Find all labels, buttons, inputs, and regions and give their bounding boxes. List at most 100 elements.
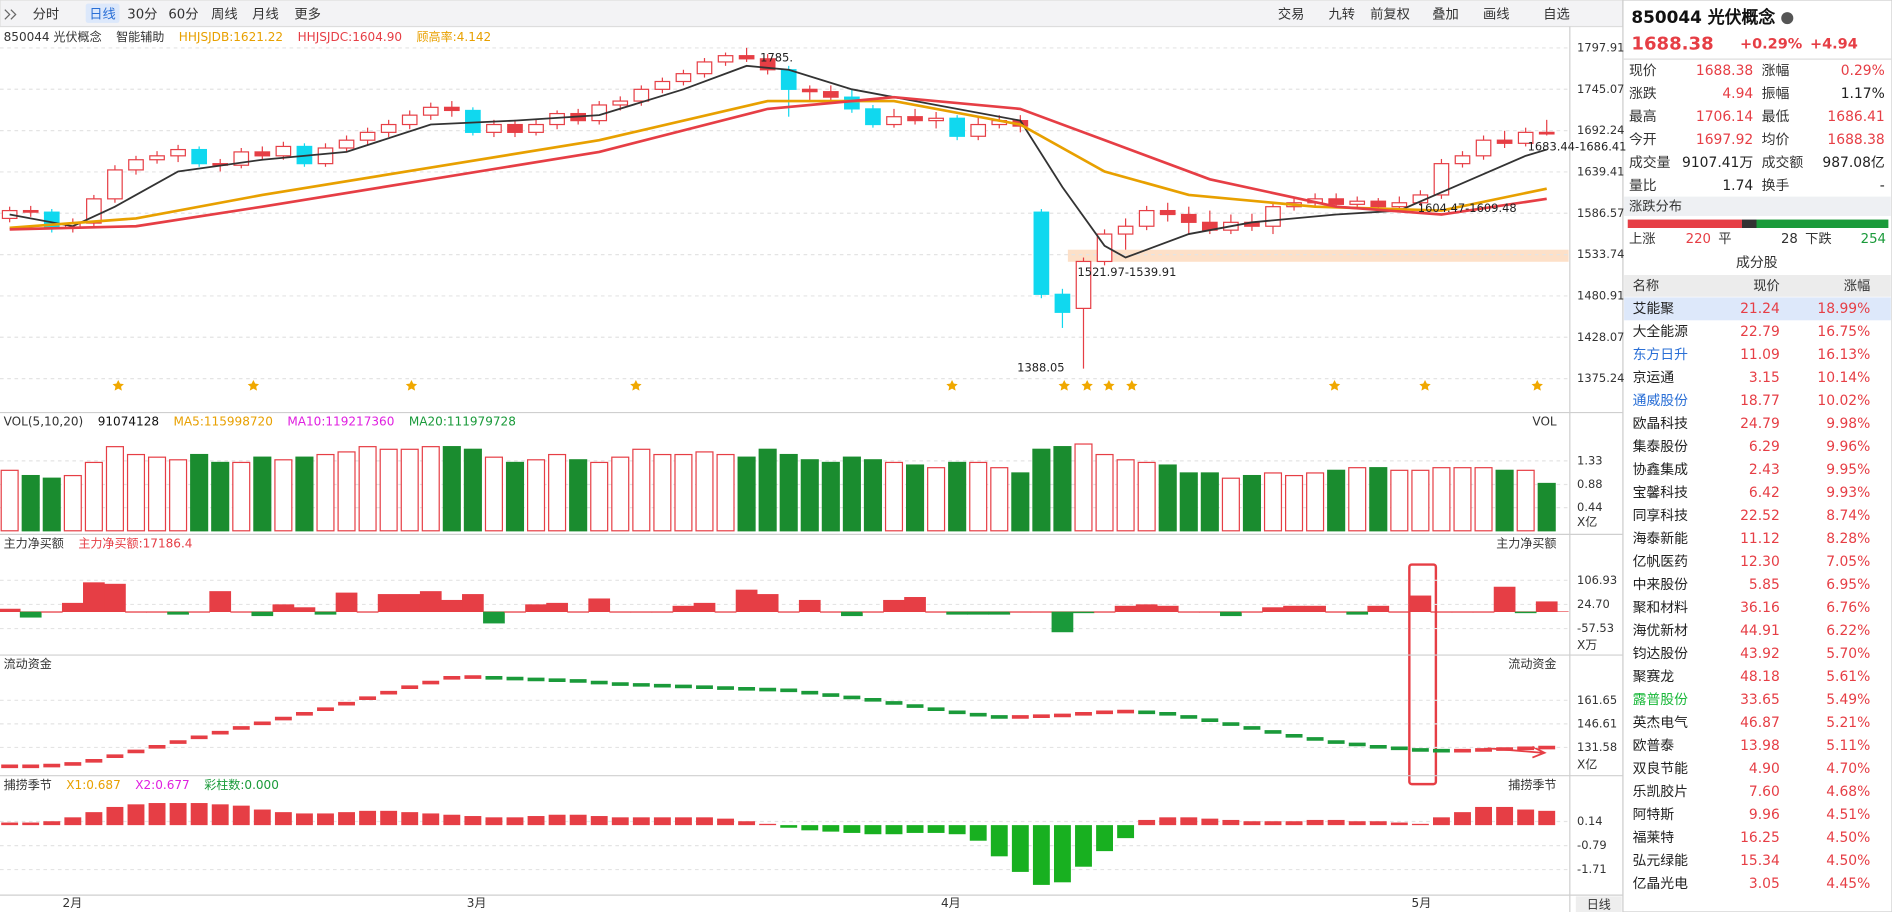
candle-body (780, 69, 797, 90)
stock-change: 4.50% (1826, 853, 1870, 869)
annotation: 1604.47-1609.48 (1418, 201, 1517, 215)
stock-name[interactable]: 亿晶光电 (1633, 876, 1689, 892)
y-tick-label: 24.70 (1577, 597, 1610, 611)
season-bar (1075, 825, 1092, 867)
quote-label: 涨幅 (1762, 63, 1790, 79)
stock-name[interactable]: 宝馨科技 (1633, 485, 1689, 501)
volume-bar (379, 448, 398, 532)
dist-value: 220 (1686, 232, 1711, 247)
quote-value: 987.08亿 (1822, 155, 1884, 171)
volume-bar (400, 448, 419, 532)
section-title: 涨跌分布 (1629, 198, 1682, 214)
stock-name[interactable]: 英杰电气 (1633, 714, 1689, 731)
toolbar-tab[interactable]: 周线 (211, 6, 238, 22)
unit-label: X亿 (1577, 514, 1597, 529)
section-title: 成分股 (1736, 255, 1778, 271)
stock-name[interactable]: 京运通 (1633, 370, 1675, 386)
season-bar (253, 809, 271, 826)
candle-body (149, 155, 165, 161)
volume-bar (463, 448, 482, 532)
season-bar (22, 822, 40, 826)
season-bar (611, 817, 629, 826)
volume-bar (1074, 443, 1093, 532)
mainforce-bar (925, 611, 947, 613)
mainforce-bar (293, 607, 316, 612)
column-header: 涨幅 (1844, 278, 1871, 294)
toolbar-tab[interactable]: 更多 (294, 5, 321, 22)
season-bar (822, 825, 840, 832)
quote-label: 最低 (1762, 109, 1790, 125)
stock-price: 18.77 (1740, 393, 1780, 409)
star-icon (630, 380, 642, 391)
season-bar (990, 825, 1008, 857)
stock-name[interactable]: 阿特斯 (1633, 807, 1675, 823)
stock-name[interactable]: 亿帆医药 (1633, 554, 1689, 570)
season-bar (696, 817, 713, 826)
stock-name[interactable]: 协鑫集成 (1633, 461, 1689, 478)
volume-bar (211, 461, 230, 532)
toolbar-tab[interactable]: 30分 (127, 6, 157, 22)
stock-name[interactable]: 中来股份 (1633, 577, 1689, 593)
stock-name[interactable]: 海泰新能 (1633, 531, 1689, 547)
star-icon (1103, 380, 1115, 391)
volume-bar (105, 446, 124, 532)
star-icon (112, 380, 124, 391)
stock-name[interactable]: 欧晶科技 (1633, 416, 1689, 432)
toolbar-button[interactable]: 叠加 (1432, 6, 1459, 22)
season-bar (1538, 810, 1556, 826)
stock-name[interactable]: 福莱特 (1633, 830, 1675, 846)
legend-item: 捕捞季节 (4, 777, 52, 792)
stock-price: 24.79 (1740, 416, 1780, 432)
season-bar (1475, 806, 1492, 826)
stock-name[interactable]: 大全能源 (1633, 323, 1689, 340)
stock-name[interactable]: 同享科技 (1633, 507, 1689, 524)
stock-name[interactable]: 通威股份 (1633, 393, 1689, 409)
stock-name[interactable]: 双良节能 (1633, 761, 1689, 777)
toolbar-button[interactable]: 画线 (1483, 6, 1510, 22)
season-bar (1032, 825, 1050, 885)
stock-name[interactable]: 海优新材 (1633, 623, 1689, 639)
candle-body (738, 55, 755, 60)
stock-name[interactable]: 欧普泰 (1633, 738, 1675, 754)
stock-name[interactable]: 钧达股份 (1633, 646, 1689, 662)
stock-name[interactable]: 聚和材料 (1633, 600, 1689, 616)
y-tick-label: 1586.57 (1577, 206, 1624, 220)
toolbar-tab[interactable]: 月线 (252, 6, 279, 22)
toolbar-tab[interactable]: 60分 (168, 6, 198, 22)
toolbar-button[interactable]: 自选 (1543, 6, 1570, 22)
quote-label: 成交额 (1762, 154, 1804, 171)
candle-body (1138, 209, 1155, 227)
season-bar (759, 823, 777, 826)
volume-bar (1242, 474, 1261, 532)
quote-value: - (1880, 178, 1885, 194)
y-tick-label: 1.33 (1577, 453, 1603, 467)
volume-bar (990, 467, 1009, 532)
toolbar-button[interactable]: 前复权 (1370, 5, 1410, 22)
stock-change: 4.50% (1826, 830, 1870, 846)
toolbar-tab[interactable]: 分时 (33, 6, 60, 22)
stock-name[interactable]: 乐凯胶片 (1633, 783, 1688, 800)
candle-body (486, 123, 502, 133)
stock-name[interactable]: 东方日升 (1633, 347, 1689, 363)
mainforce-bar (630, 611, 653, 613)
stock-name[interactable]: 聚赛龙 (1633, 669, 1675, 685)
stock-name[interactable]: 露普股份 (1633, 692, 1689, 708)
mainforce-bar (462, 594, 484, 612)
mainforce-bar (1072, 611, 1095, 614)
table-header (1624, 275, 1891, 297)
volume-bar (1369, 467, 1388, 532)
volume-bar (1432, 467, 1451, 532)
y-tick-label: 131.58 (1577, 740, 1617, 754)
candle-body (1180, 213, 1197, 223)
season-bar (906, 825, 924, 833)
toolbar-button[interactable]: 交易 (1278, 5, 1305, 22)
season-bar (106, 806, 124, 826)
mainforce-bar (798, 599, 821, 612)
quote-value: 1.17% (1841, 86, 1885, 102)
stock-name[interactable]: 弘元绿能 (1633, 853, 1689, 869)
toolbar-button[interactable]: 九转 (1329, 6, 1356, 22)
stock-name[interactable]: 艾能聚 (1633, 301, 1675, 317)
toolbar-tab[interactable]: 日线 (89, 6, 116, 22)
stock-name[interactable]: 集泰股份 (1633, 439, 1689, 455)
